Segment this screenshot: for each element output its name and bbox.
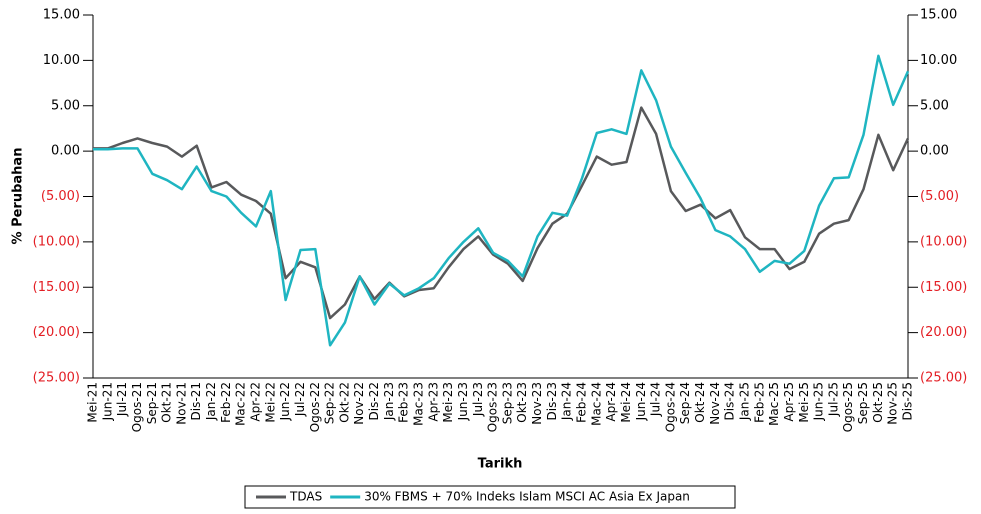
x-tick-label: Ogos-22 xyxy=(308,382,322,432)
x-axis-label: Tarikh xyxy=(478,457,523,472)
x-tick-label: Okt-22 xyxy=(337,382,351,423)
x-tick-label: Sep-25 xyxy=(856,382,870,424)
x-tick-label: Jun-24 xyxy=(634,382,648,421)
y-tick-label: (10.00) xyxy=(33,234,80,249)
x-tick-label: Nov-21 xyxy=(174,382,188,425)
x-tick-label: Jul-21 xyxy=(115,382,129,417)
y2-tick-label: 10.00 xyxy=(920,53,957,68)
x-tick-label: Mac-23 xyxy=(412,382,426,426)
x-tick-label: Feb-25 xyxy=(752,382,766,423)
x-tick-label: Dis-22 xyxy=(367,382,381,420)
x-tick-label: Ogos-21 xyxy=(130,382,144,432)
legend-box xyxy=(244,485,736,509)
y-axis-label: % Perubahan xyxy=(11,148,26,245)
x-tick-label: Okt-25 xyxy=(871,382,885,423)
x-tick-label: Apr-24 xyxy=(604,382,618,422)
x-tick-label: Apr-25 xyxy=(782,382,796,422)
x-tick-label: Ogos-25 xyxy=(841,382,855,432)
y2-tick-label: 15.00 xyxy=(920,8,957,23)
y2-tick-label: 5.00 xyxy=(920,98,949,113)
x-tick-label: Sep-21 xyxy=(145,382,159,424)
x-tick-label: Sep-23 xyxy=(500,382,514,424)
y2-tick-label: (20.00) xyxy=(920,325,967,340)
y-tick-label: 10.00 xyxy=(43,53,80,68)
legend-label: 30% FBMS + 70% Indeks Islam MSCI AC Asia… xyxy=(364,490,690,504)
x-tick-label: Jan-22 xyxy=(204,382,218,421)
x-tick-label: Jun-25 xyxy=(812,382,826,421)
x-tick-label: Jul-24 xyxy=(649,382,663,417)
y2-tick-label: (5.00) xyxy=(920,189,959,204)
y2-tick-label: (10.00) xyxy=(920,234,967,249)
x-tick-label: Mei-24 xyxy=(619,382,633,423)
x-tick-label: Ogos-24 xyxy=(663,382,677,432)
x-tick-label: Dis-21 xyxy=(189,382,203,420)
x-tick-label: Nov-22 xyxy=(352,382,366,425)
x-tick-label: Dis-24 xyxy=(723,382,737,420)
y-tick-label: (20.00) xyxy=(33,325,80,340)
x-tick-label: Jun-21 xyxy=(100,382,114,421)
x-tick-label: Mei-22 xyxy=(263,382,277,423)
x-tick-label: Dis-25 xyxy=(901,382,915,420)
x-tick-label: Okt-24 xyxy=(693,382,707,423)
x-tick-label: Mei-21 xyxy=(86,382,100,423)
x-tick-label: Jun-22 xyxy=(278,382,292,421)
x-tick-label: Jan-24 xyxy=(560,382,574,421)
y2-tick-label: 0.00 xyxy=(920,144,949,159)
series-line xyxy=(93,106,910,320)
x-tick-label: Apr-23 xyxy=(426,382,440,422)
x-tick-label: Nov-25 xyxy=(886,382,900,425)
y-tick-label: 5.00 xyxy=(51,98,80,113)
legend-label: TDAS xyxy=(289,490,322,504)
x-tick-label: Jul-22 xyxy=(293,382,307,417)
series-line xyxy=(93,54,910,347)
x-tick-label: Nov-24 xyxy=(708,382,722,425)
x-tick-label: Jul-23 xyxy=(471,382,485,417)
x-tick-label: Feb-24 xyxy=(575,382,589,423)
y-tick-label: 0.00 xyxy=(51,144,80,159)
y-tick-label: (25.00) xyxy=(33,371,80,386)
x-tick-label: Jul-25 xyxy=(826,382,840,417)
x-tick-label: Okt-23 xyxy=(515,382,529,423)
x-tick-label: Mei-25 xyxy=(797,382,811,423)
x-tick-label: Sep-24 xyxy=(678,382,692,424)
x-tick-label: Mac-24 xyxy=(589,382,603,426)
x-tick-label: Mei-23 xyxy=(441,382,455,423)
x-tick-label: Mac-25 xyxy=(767,382,781,426)
x-tick-label: Dis-23 xyxy=(545,382,559,420)
x-tick-label: Okt-21 xyxy=(160,382,174,423)
x-tick-label: Mac-22 xyxy=(234,382,248,426)
y-tick-label: (15.00) xyxy=(33,280,80,295)
y-tick-label: 15.00 xyxy=(43,8,80,23)
x-tick-label: Jan-23 xyxy=(382,382,396,421)
x-tick-label: Sep-22 xyxy=(323,382,337,424)
x-tick-label: Jun-23 xyxy=(456,382,470,421)
x-tick-label: Ogos-23 xyxy=(486,382,500,432)
y2-tick-label: (25.00) xyxy=(920,371,967,386)
x-tick-label: Apr-22 xyxy=(249,382,263,422)
x-tick-label: Feb-22 xyxy=(219,382,233,423)
x-tick-label: Nov-23 xyxy=(530,382,544,425)
x-tick-label: Feb-23 xyxy=(397,382,411,423)
y2-tick-label: (15.00) xyxy=(920,280,967,295)
y-tick-label: (5.00) xyxy=(41,189,80,204)
x-tick-label: Jan-25 xyxy=(738,382,752,421)
